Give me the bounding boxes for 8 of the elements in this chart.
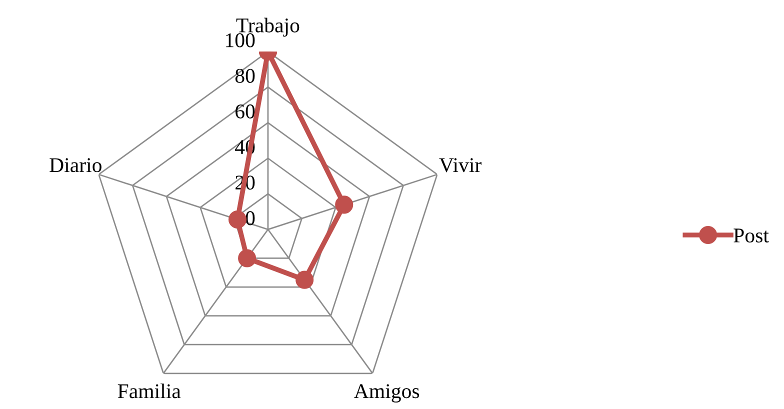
y-tick-label: 60 xyxy=(236,104,255,118)
spoke-label: Vivir xyxy=(439,158,482,172)
spoke-label: Diario xyxy=(50,158,102,172)
legend-label: Post xyxy=(734,228,769,242)
spoke-label: Amigos xyxy=(354,384,420,402)
spoke-label: Familia xyxy=(118,384,181,398)
y-tick-label: 80 xyxy=(235,68,255,83)
y-tick-label: 0 xyxy=(246,211,255,226)
